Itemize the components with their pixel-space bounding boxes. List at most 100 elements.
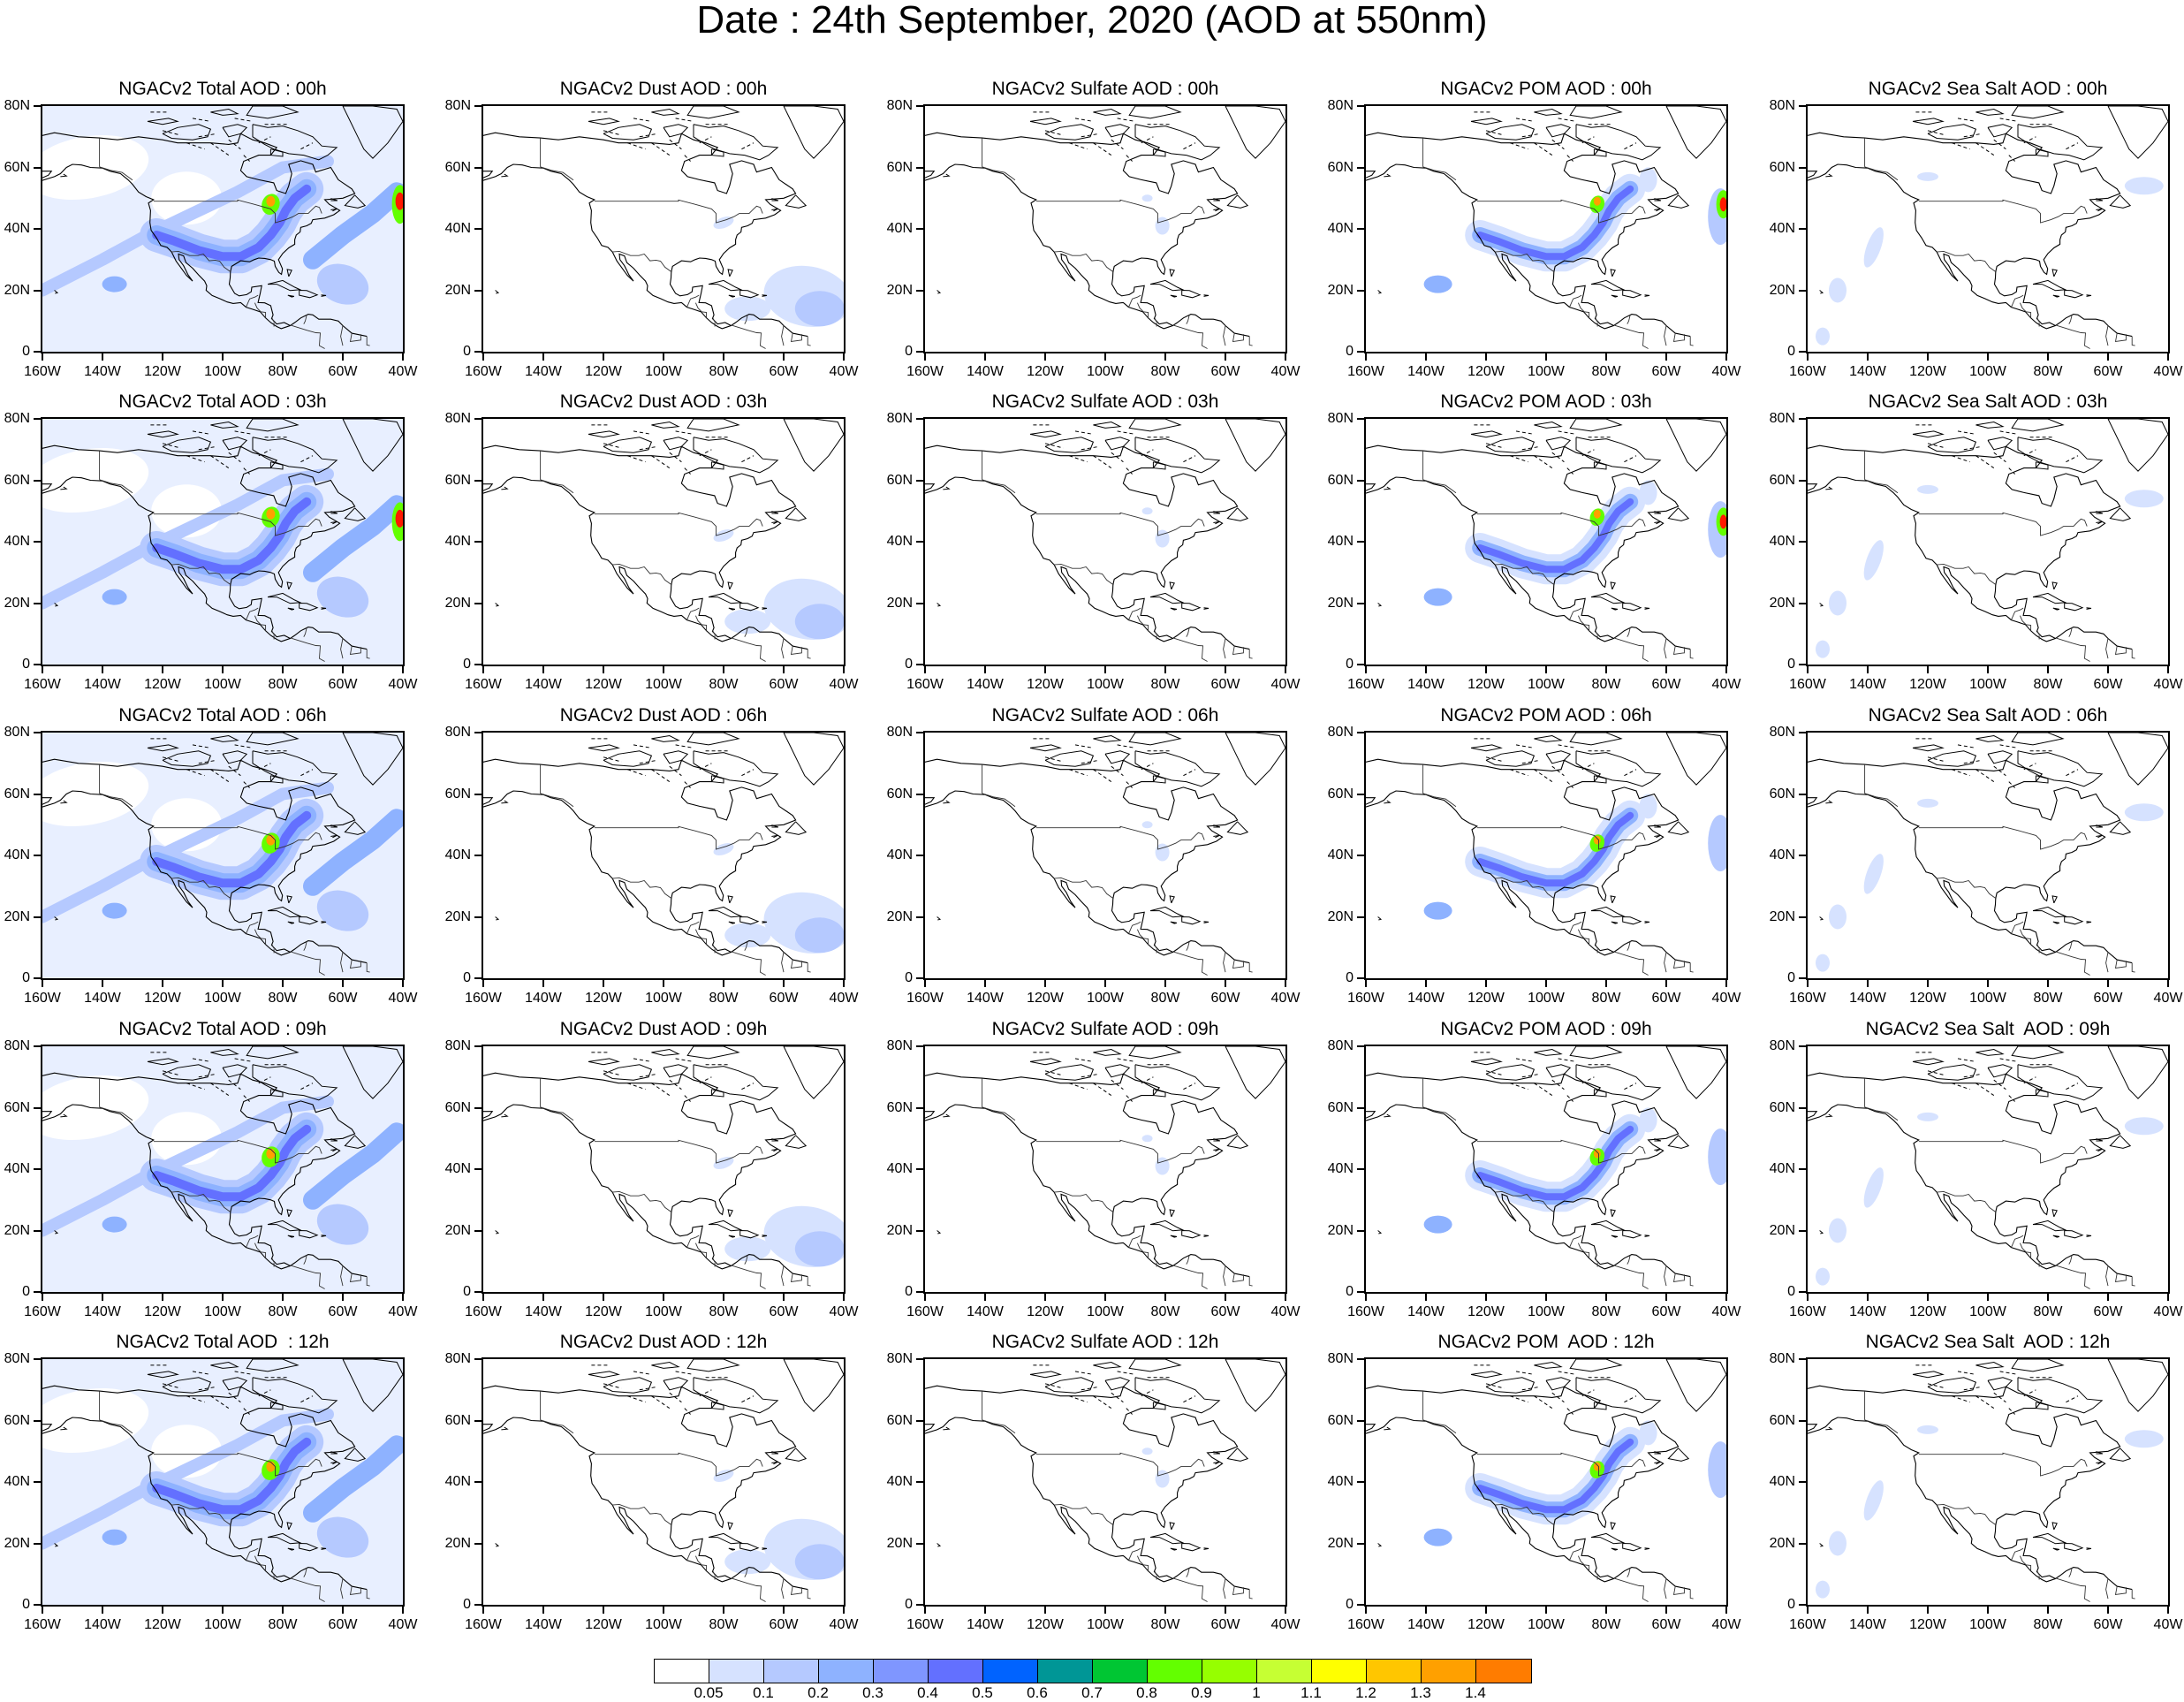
longitude-tick xyxy=(1104,353,1106,361)
latitude-tick xyxy=(34,602,41,604)
latitude-tick xyxy=(1799,1291,1806,1293)
latitude-tick-label: 20N xyxy=(4,1222,30,1238)
longitude-tick xyxy=(1807,1294,1809,1301)
latitude-tick xyxy=(1799,351,1806,353)
seasalt-aod-map xyxy=(1806,104,2170,353)
longitude-tick-label: 100W xyxy=(204,1304,241,1319)
latitude-tick xyxy=(1799,228,1806,230)
latitude-tick xyxy=(1357,1604,1364,1606)
longitude-tick xyxy=(2047,1607,2049,1614)
longitude-tick xyxy=(2107,1294,2109,1301)
longitude-tick-label: 140W xyxy=(1407,1304,1445,1319)
latitude-tick-label: 60N xyxy=(1327,1412,1354,1428)
longitude-tick-label: 120W xyxy=(585,677,622,692)
longitude-tick-label: 160W xyxy=(24,1617,61,1632)
dust-aod-map xyxy=(482,731,846,980)
latitude-tick-label: 0 xyxy=(1787,1597,1795,1612)
longitude-tick xyxy=(1225,353,1226,361)
panel-title: NGACv2 Sea Salt AOD : 03h xyxy=(1868,391,2108,412)
longitude-tick xyxy=(42,666,43,673)
latitude-tick xyxy=(1357,602,1364,604)
main-title: Date : 24th September, 2020 (AOD at 550n… xyxy=(696,0,1488,42)
longitude-tick-label: 140W xyxy=(525,1617,562,1632)
longitude-tick xyxy=(1285,353,1286,361)
latitude-tick-label: 20N xyxy=(1769,595,1795,611)
latitude-tick xyxy=(1799,916,1806,918)
latitude-tick-label: 80N xyxy=(886,1351,913,1366)
latitude-tick-label: 20N xyxy=(4,1535,30,1551)
longitude-tick-label: 100W xyxy=(1969,677,2006,692)
longitude-tick-label: 80W xyxy=(268,364,298,379)
longitude-tick xyxy=(924,980,926,987)
longitude-tick xyxy=(42,980,43,987)
longitude-tick-label: 160W xyxy=(1789,364,1826,379)
longitude-tick xyxy=(102,666,103,673)
latitude-tick-label: 80N xyxy=(1769,411,1795,426)
longitude-tick-label: 160W xyxy=(24,991,61,1006)
panel-title: NGACv2 Dust AOD : 12h xyxy=(559,1332,768,1352)
longitude-tick-label: 100W xyxy=(1087,364,1124,379)
latitude-tick xyxy=(1799,1419,1806,1422)
longitude-tick xyxy=(1225,1294,1226,1301)
longitude-tick xyxy=(843,666,845,673)
colorbar-swatch xyxy=(1257,1660,1312,1683)
colorbar-swatch xyxy=(929,1660,983,1683)
longitude-tick xyxy=(1425,1607,1427,1614)
latitude-tick xyxy=(916,732,923,733)
panel-title: NGACv2 Total AOD : 06h xyxy=(118,705,327,726)
latitude-tick-label: 40N xyxy=(444,1161,471,1176)
latitude-tick xyxy=(1357,732,1364,733)
latitude-tick-label: 0 xyxy=(1787,657,1795,672)
longitude-tick xyxy=(1225,666,1226,673)
longitude-tick xyxy=(342,980,344,987)
longitude-tick xyxy=(843,980,845,987)
longitude-tick-label: 100W xyxy=(645,991,682,1006)
latitude-tick xyxy=(1357,541,1364,543)
dust-aod-map xyxy=(482,1045,846,1294)
colorbar-label: 1.2 xyxy=(1355,1684,1376,1701)
latitude-tick xyxy=(916,1106,923,1109)
longitude-tick-label: 40W xyxy=(388,364,418,379)
latitude-tick xyxy=(1799,855,1806,856)
longitude-tick xyxy=(1164,666,1166,673)
latitude-tick-label: 60N xyxy=(886,159,913,175)
latitude-tick-label: 80N xyxy=(1327,1038,1354,1053)
longitude-tick-label: 120W xyxy=(1467,1304,1505,1319)
longitude-tick-label: 80W xyxy=(2033,991,2063,1006)
longitude-tick-label: 40W xyxy=(1270,364,1301,379)
latitude-tick xyxy=(1357,479,1364,482)
colorbar-label: 0.3 xyxy=(862,1684,883,1701)
latitude-tick-label: 60N xyxy=(1327,1099,1354,1115)
dust-aod-map xyxy=(482,417,846,666)
latitude-tick xyxy=(474,418,482,420)
longitude-tick-label: 160W xyxy=(1347,991,1384,1006)
longitude-tick xyxy=(1285,666,1286,673)
latitude-tick-label: 60N xyxy=(1769,1412,1795,1428)
longitude-tick xyxy=(542,980,544,987)
longitude-tick xyxy=(282,1607,284,1614)
longitude-tick xyxy=(162,353,163,361)
longitude-tick xyxy=(984,980,986,987)
latitude-tick xyxy=(1357,228,1364,230)
colorbar-swatch xyxy=(819,1660,874,1683)
latitude-tick xyxy=(474,1419,482,1422)
longitude-tick xyxy=(783,666,785,673)
colorbar-label: 0.2 xyxy=(808,1684,829,1701)
longitude-tick xyxy=(1927,980,1929,987)
pom-aod-map xyxy=(1364,1045,1728,1294)
latitude-tick xyxy=(1357,418,1364,420)
longitude-tick xyxy=(2107,353,2109,361)
longitude-tick-label: 160W xyxy=(906,364,944,379)
latitude-tick-label: 40N xyxy=(886,221,913,236)
latitude-tick xyxy=(34,166,41,169)
longitude-tick xyxy=(342,666,344,673)
latitude-tick-label: 80N xyxy=(1327,1351,1354,1366)
latitude-tick xyxy=(1357,855,1364,856)
latitude-tick-label: 20N xyxy=(4,908,30,924)
longitude-tick-label: 40W xyxy=(388,991,418,1006)
longitude-tick xyxy=(924,1294,926,1301)
longitude-tick-label: 60W xyxy=(1651,677,1681,692)
longitude-tick-label: 120W xyxy=(585,364,622,379)
latitude-tick-label: 60N xyxy=(1327,472,1354,488)
latitude-tick xyxy=(916,1542,923,1545)
